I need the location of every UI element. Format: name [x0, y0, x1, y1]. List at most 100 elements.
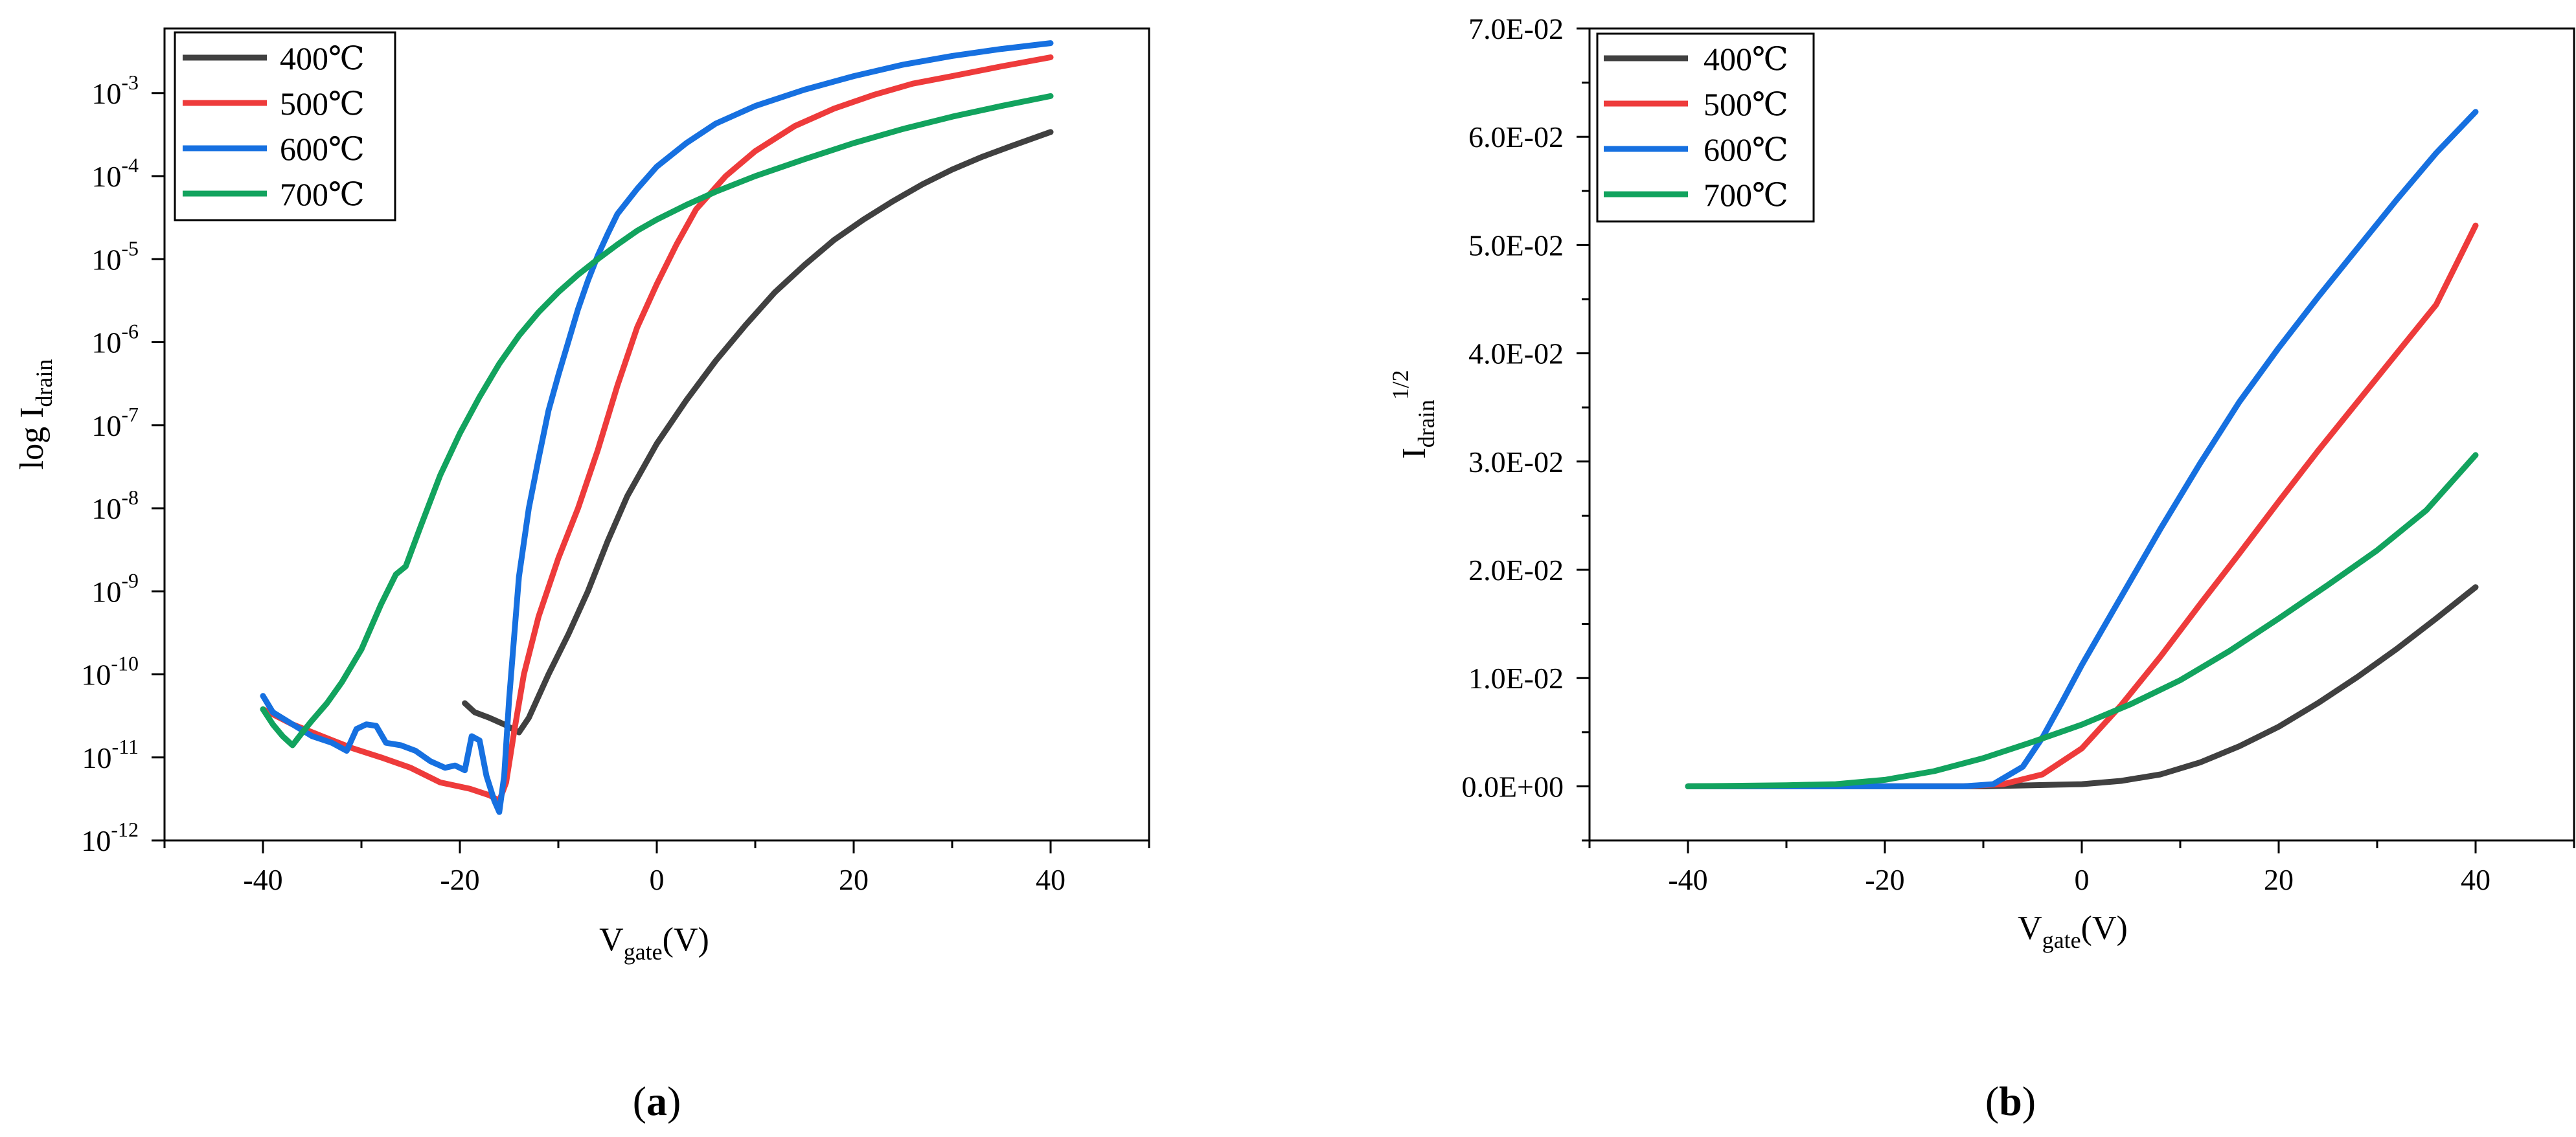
panel-b-ylabel-sub: drain	[1413, 400, 1439, 447]
panel-a-x-axis-title: Vgate(V)	[599, 921, 709, 965]
panel-a-y-tick-base: 10	[91, 160, 121, 193]
panel-a-y-tick-label: 10-10	[81, 652, 139, 692]
panel-a-y-tick-base: 10	[91, 409, 121, 442]
panel-a-y-tick-exponent: -12	[111, 818, 139, 841]
panel-a-ylabel-sub: drain	[31, 359, 57, 407]
panel-a-series-group	[260, 40, 1054, 815]
panel-b-x-tick-label: -20	[1865, 863, 1904, 896]
panel-a-y-tick-label: 10-9	[91, 568, 139, 608]
panel-a-legend-box	[174, 31, 396, 221]
panel-b-legend-box	[1596, 32, 1815, 223]
panel-b-y-ticks: 0.0E+00 1.0E-02 2.0E-02 3.0E-02 4.0E-02 5.0E-…	[1461, 12, 1590, 842]
panel-a-y-tick-exponent: -3	[121, 71, 139, 94]
panel-a-y-tick-label: 10-5	[91, 236, 139, 276]
panel-b-y-tick-label: 0.0E+00	[1461, 770, 1564, 803]
panel-a-y-tick-exponent: -5	[121, 236, 139, 260]
panel-b-y-tick-label: 5.0E-02	[1468, 229, 1564, 262]
panel-b-xlabel-main: V	[2018, 910, 2042, 947]
panel-b-y-tick-label: 4.0E-02	[1468, 337, 1564, 370]
panel-b-ylabel-main: I	[1396, 447, 1433, 458]
panel-a-label-open: (	[633, 1078, 646, 1124]
panel-a-xlabel-unit: (V)	[663, 921, 709, 958]
panel-b-label-letter: b	[1999, 1078, 2022, 1124]
panel-a-x-tick-label: 40	[1036, 863, 1066, 896]
panel-a-y-tick-label: 10-11	[82, 735, 139, 774]
panel-a-y-tick-label: 10-3	[91, 71, 139, 110]
panel-b-ylabel-sup: 1/2	[1387, 370, 1413, 400]
panel-a-x-tick-label: -40	[243, 863, 282, 896]
panel-a-legend-label-600: 600℃	[280, 131, 365, 167]
panel-b-legend-label-500: 500℃	[1704, 86, 1788, 122]
panel-a-y-tick-base: 10	[81, 659, 111, 692]
panel-a-y-tick-base: 10	[91, 326, 121, 359]
panel-a-y-tick-label: 10-7	[91, 403, 139, 442]
panel-a-y-tick-label: 10-8	[91, 486, 139, 525]
panel-a-y-tick-label: 10-4	[91, 153, 139, 193]
panel-a-series-600c	[260, 40, 1054, 815]
panel-a-y-tick-exponent: -10	[111, 652, 139, 675]
panel-b-legend: 400℃ 500℃ 600℃ 700℃	[1596, 32, 1815, 223]
panel-b-series-400c	[1685, 584, 2479, 789]
panel-a-y-tick-base: 10	[82, 741, 112, 774]
panel-a-legend-label-500: 500℃	[280, 85, 365, 122]
panel-a-y-tick-exponent: -8	[121, 486, 139, 509]
panel-b-y-tick-label: 6.0E-02	[1468, 120, 1564, 153]
panel-a-y-tick-base: 10	[91, 575, 121, 608]
panel-b-x-tick-label: -40	[1668, 863, 1707, 896]
panel-a-label: (a)	[633, 1078, 681, 1124]
panel-b-legend-label-600: 600℃	[1704, 131, 1788, 168]
panel-a-legend-label-400: 400℃	[280, 40, 365, 76]
panel-a-y-tick-exponent: -11	[112, 735, 139, 758]
panel-a-label-close: )	[667, 1078, 681, 1124]
panel-a-xlabel-sub: gate	[624, 939, 663, 965]
panel-b-x-axis-title: Vgate(V)	[2018, 910, 2128, 953]
chart-panel-b: -40 -20 0 20 40 0.0E+00 1.0E-02 2.0E-02 3.0E-02…	[1387, 12, 2575, 1124]
panel-a-xlabel-main: V	[599, 921, 624, 958]
panel-a-x-ticks: -40 -20 0 20 40	[163, 840, 1150, 896]
panel-b-label-close: )	[2022, 1078, 2036, 1124]
panel-b-legend-label-700: 700℃	[1704, 177, 1788, 213]
panel-a-y-tick-label: 10-6	[91, 320, 139, 359]
panel-a-label-letter: a	[646, 1078, 667, 1124]
panel-a-y-tick-exponent: -4	[121, 153, 139, 177]
panel-b-y-tick-label: 7.0E-02	[1468, 12, 1564, 45]
panel-a-series-500c	[260, 54, 1054, 804]
panel-b-x-tick-label: 0	[2075, 863, 2090, 896]
panel-b-series-700c	[1685, 452, 2479, 789]
panel-b-y-axis-title: Idrain1/2	[1387, 370, 1439, 458]
panel-b-y-tick-label: 1.0E-02	[1468, 662, 1564, 695]
panel-a-series-400c	[462, 129, 1054, 736]
panel-b-x-tick-label: 40	[2461, 863, 2491, 896]
panel-a-x-tick-label: 20	[839, 863, 869, 896]
panel-b-x-ticks: -40 -20 0 20 40	[1588, 840, 2575, 896]
panel-a-ylabel-main: log I	[14, 407, 51, 470]
chart-panel-a: -40 -20 0 20 40 10-1210-1110-1010-910-810-71…	[14, 27, 1150, 1124]
panel-a-y-tick-base: 10	[91, 77, 121, 110]
panel-a-y-ticks: 10-1210-1110-1010-910-810-710-610-510-41…	[81, 71, 165, 857]
panel-a-y-tick-label: 10-12	[81, 818, 139, 857]
panel-b-y-tick-label: 3.0E-02	[1468, 445, 1564, 478]
panel-b-label: (b)	[1985, 1078, 2036, 1124]
panel-a-y-tick-exponent: -7	[121, 403, 139, 426]
panel-a-x-tick-label: 0	[650, 863, 665, 896]
panel-a-legend-label-700: 700℃	[280, 176, 365, 212]
panel-b-legend-label-400: 400℃	[1704, 41, 1788, 77]
panel-b-xlabel-unit: (V)	[2081, 910, 2128, 947]
panel-b-series-500c	[1685, 222, 2479, 789]
panel-b-xlabel-sub: gate	[2042, 927, 2081, 953]
panel-a-y-axis-title: log Idrain	[14, 359, 57, 470]
panel-a-y-tick-exponent: -9	[121, 568, 139, 592]
panel-b-label-open: (	[1985, 1078, 1999, 1124]
panel-b-x-tick-label: 20	[2264, 863, 2294, 896]
panel-b-series-600c	[1685, 109, 2479, 789]
panel-b-series-group	[1685, 109, 2479, 789]
panel-a-y-tick-base: 10	[81, 824, 111, 857]
panel-a-y-tick-exponent: -6	[121, 320, 139, 343]
panel-a-legend: 400℃ 500℃ 600℃ 700℃	[174, 31, 396, 221]
panel-b-y-tick-label: 2.0E-02	[1468, 554, 1564, 587]
panel-a-y-tick-base: 10	[91, 243, 121, 276]
panel-a-series-700c	[260, 93, 1054, 749]
panel-a-x-tick-label: -20	[440, 863, 479, 896]
panel-a-y-tick-base: 10	[91, 492, 121, 525]
